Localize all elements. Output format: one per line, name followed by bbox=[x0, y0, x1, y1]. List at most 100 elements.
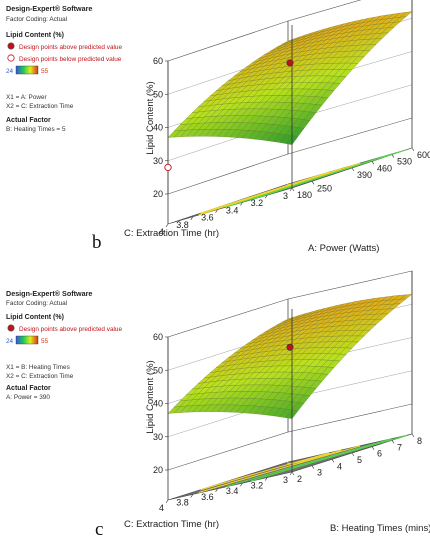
x-tick-mark bbox=[291, 187, 295, 192]
floor-contours bbox=[198, 434, 408, 494]
actual-factor-value: A: Power = 390 bbox=[6, 394, 50, 401]
software-title: Design-Expert® Software bbox=[6, 289, 92, 298]
actual-factor-title: Actual Factor bbox=[6, 385, 51, 392]
panel-label-b: b bbox=[92, 232, 102, 253]
x-tick-mark bbox=[371, 161, 375, 165]
y-tick-label: 4 bbox=[159, 503, 164, 513]
z-tick-label: 20 bbox=[153, 189, 163, 199]
y-tick-mark bbox=[264, 195, 268, 199]
y-tick-label: 3 bbox=[283, 191, 288, 201]
y-axis-ticks: 3 3.2 3.4 3.6 3.8 4 bbox=[159, 187, 293, 237]
contour-line bbox=[226, 438, 392, 488]
x-axis-title: A: Power (Watts) bbox=[308, 243, 379, 254]
y-tick-label: 3.2 bbox=[251, 198, 264, 208]
y-tick-label: 3.8 bbox=[176, 220, 189, 230]
y-tick-mark bbox=[215, 209, 218, 213]
y-tick-label: 3.4 bbox=[226, 486, 239, 496]
x-tick-label: 3 bbox=[317, 468, 322, 478]
y-axis-title: C: Extraction Time (hr) bbox=[124, 228, 219, 239]
x-tick-mark bbox=[331, 459, 335, 463]
x-tick-mark bbox=[311, 181, 315, 185]
design-point-above bbox=[286, 343, 294, 351]
x-tick-label: 600 bbox=[417, 150, 430, 160]
contour-line bbox=[250, 434, 408, 482]
factor-coding: Factor Coding: Actual bbox=[6, 16, 67, 23]
y-tick-label: 3.8 bbox=[176, 497, 189, 507]
y-tick-label: 3 bbox=[283, 475, 288, 485]
legend-above-text: Design points above predicted value bbox=[19, 326, 122, 333]
x1-label: X1 = B: Heating Times bbox=[6, 364, 70, 371]
x-tick-mark bbox=[411, 433, 415, 438]
y-tick-label: 3.2 bbox=[251, 481, 264, 491]
y-tick-mark bbox=[289, 187, 293, 192]
y-tick-mark bbox=[190, 494, 194, 498]
x-tick-mark bbox=[311, 465, 315, 469]
z-tick-label: 20 bbox=[153, 465, 163, 475]
color-scale-bar bbox=[15, 65, 39, 75]
range-low-label: 24 bbox=[6, 68, 14, 75]
y-tick-label: 3.6 bbox=[201, 213, 214, 223]
design-points bbox=[164, 59, 294, 172]
z-tick-label: 60 bbox=[153, 56, 163, 66]
x-tick-mark bbox=[371, 446, 375, 450]
y-axis-ticks: 3 3.2 3.4 3.6 3.8 4 bbox=[159, 471, 293, 513]
contour-line bbox=[287, 168, 342, 186]
x-tick-label: 180 bbox=[297, 190, 312, 200]
response-surface bbox=[167, 11, 413, 145]
z-tick-label: 50 bbox=[153, 89, 163, 99]
x-tick-mark bbox=[291, 471, 295, 476]
x-tick-mark bbox=[391, 154, 395, 158]
response-name: Lipid Content (%) bbox=[6, 32, 64, 39]
z-tick-label: 30 bbox=[153, 156, 163, 166]
legend-below-text: Design points below predicted value bbox=[19, 56, 122, 63]
y-tick-mark bbox=[190, 216, 194, 220]
x-tick-label: 390 bbox=[357, 170, 372, 180]
design-points bbox=[286, 343, 294, 351]
x2-label: X2 = C: Extraction Time bbox=[6, 373, 74, 380]
design-point-above bbox=[286, 59, 294, 67]
y-tick-mark bbox=[240, 202, 243, 206]
x-tick-mark bbox=[351, 167, 355, 172]
response-surface bbox=[167, 294, 413, 419]
design-point-above-marker bbox=[7, 42, 15, 50]
x-tick-label: 250 bbox=[317, 183, 332, 193]
x-tick-label: 460 bbox=[377, 163, 392, 173]
y-tick-label: 4 bbox=[159, 227, 164, 237]
info-panel-c: Design-Expert® Software Factor Coding: A… bbox=[6, 289, 122, 401]
design-point-below-marker bbox=[7, 54, 15, 62]
color-scale-bar bbox=[15, 335, 39, 345]
y-tick-mark bbox=[289, 471, 293, 476]
y-tick-mark bbox=[264, 477, 268, 481]
y-tick-mark bbox=[240, 483, 243, 487]
contour-line bbox=[287, 449, 342, 465]
software-title: Design-Expert® Software bbox=[6, 4, 92, 13]
range-high-label: 55 bbox=[41, 68, 49, 75]
z-tick-label: 30 bbox=[153, 432, 163, 442]
x-axis-title: B: Heating Times (mins) bbox=[330, 523, 430, 534]
contour-line bbox=[198, 445, 361, 494]
z-tick-label: 40 bbox=[153, 399, 163, 409]
y-tick-mark bbox=[215, 488, 218, 492]
y-axis-title: C: Extraction Time (hr) bbox=[124, 519, 219, 530]
y-tick-mark bbox=[165, 223, 169, 228]
y-tick-label: 3.6 bbox=[201, 492, 214, 502]
x-tick-label: 5 bbox=[357, 455, 362, 465]
z-tick-label: 40 bbox=[153, 123, 163, 133]
z-axis-title: Lipid Content (%) bbox=[145, 360, 156, 433]
x-axis-ticks: 2 3 4 5 6 7 8 bbox=[291, 433, 422, 484]
x-tick-label: 6 bbox=[377, 449, 382, 459]
x-tick-label: 7 bbox=[397, 442, 402, 452]
z-tick-label: 60 bbox=[153, 332, 163, 342]
x2-label: X2 = C: Extraction Time bbox=[6, 103, 74, 110]
floor-contours bbox=[198, 148, 408, 216]
x-tick-label: 4 bbox=[337, 461, 342, 471]
z-axis-title: Lipid Content (%) bbox=[145, 81, 156, 154]
design-point-below bbox=[164, 163, 172, 172]
response-name: Lipid Content (%) bbox=[6, 314, 64, 321]
info-panel-b: Design-Expert® Software Factor Coding: A… bbox=[6, 4, 122, 133]
x-axis-ticks: 180 250 390 460 530 600 bbox=[291, 147, 430, 200]
x-tick-label: 8 bbox=[417, 436, 422, 446]
z-axis-ticks: 20 30 40 50 60 bbox=[153, 56, 168, 199]
y-tick-mark bbox=[165, 499, 169, 504]
